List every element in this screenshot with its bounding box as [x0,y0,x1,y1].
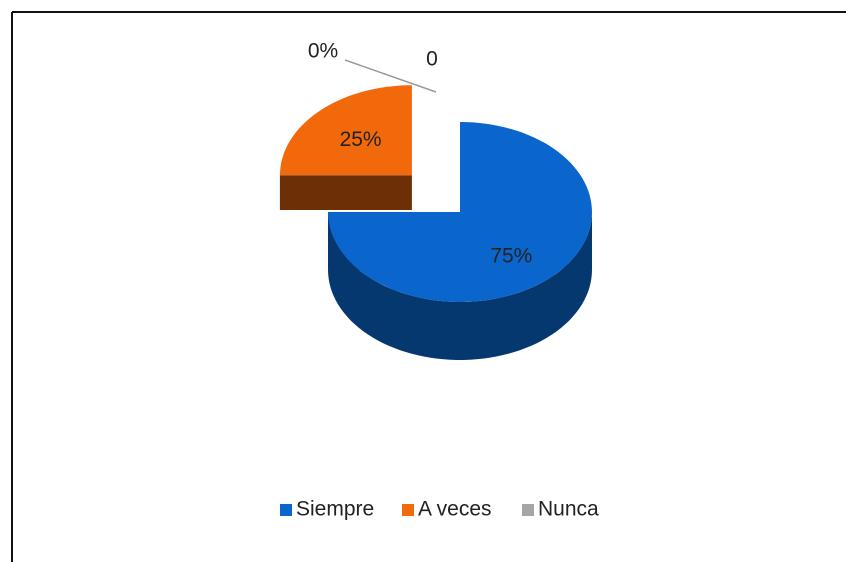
legend-swatch [522,504,534,516]
leader-line [344,59,437,93]
pie-slice [328,122,592,302]
pie-slice-face [279,175,412,210]
data-labels: 75% 25% 0% 0 [308,40,533,268]
data-label: 0% [308,40,338,63]
legend-label: Nunca [538,498,599,521]
legend-label: A veces [418,498,492,521]
pie-slice [279,85,412,176]
legend: Siempre A veces Nunca [280,498,599,521]
pie-slice-side [328,212,592,360]
legend-swatch [280,504,292,516]
legend-label: Siempre [296,498,374,521]
pie [279,85,592,360]
annotation: 0 [426,48,438,71]
legend-swatch [402,504,414,516]
data-label: 25% [340,128,382,151]
data-label: 75% [490,245,532,268]
